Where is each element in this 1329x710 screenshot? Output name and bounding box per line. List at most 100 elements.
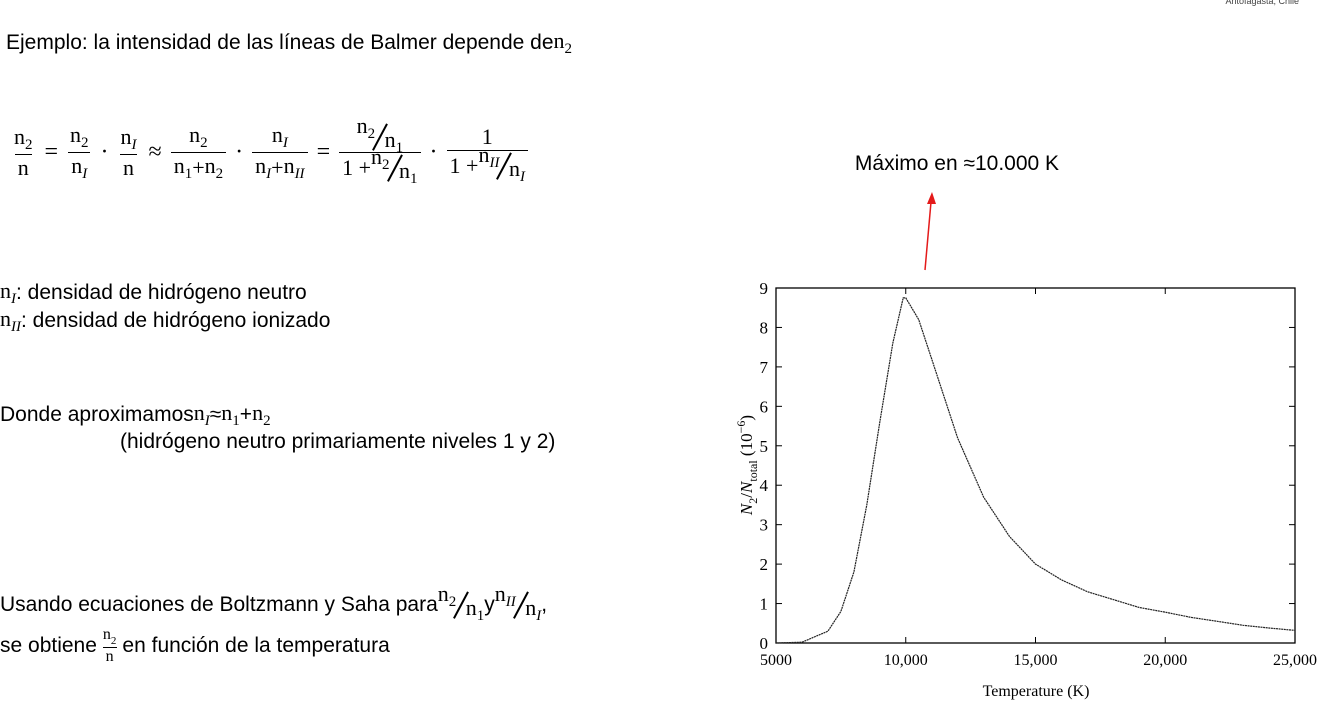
- operator: ·: [100, 139, 109, 165]
- y-tick-label: 0: [760, 634, 769, 653]
- symbol: n1: [465, 595, 485, 624]
- symbol: n2: [205, 153, 224, 183]
- slanted-fraction: n2 n1: [357, 113, 404, 156]
- symbol: n2: [14, 124, 33, 154]
- symbol-subscript: II: [294, 166, 305, 182]
- numerator: n2: [11, 124, 36, 154]
- y-axis-title: N2/Ntotal (10−6): [734, 415, 760, 516]
- text: Ejemplo: la intensidad de las líneas de …: [6, 31, 554, 54]
- conclusion-line: Usando ecuaciones de Boltzmann y Saha pa…: [0, 581, 547, 624]
- symbol-subscript: 1: [395, 140, 404, 156]
- denominator: n: [102, 647, 117, 666]
- symbol-base: n: [0, 278, 11, 303]
- denominator: 1 + nII nI: [446, 142, 528, 185]
- numerator: n2 n1: [354, 113, 407, 156]
- numerator: n2: [67, 122, 92, 152]
- symbol-base: n: [252, 400, 264, 425]
- y-axis-title-part: (10: [737, 433, 756, 460]
- operator: ·: [235, 139, 244, 165]
- symbol: n2: [438, 581, 457, 610]
- symbol: n1: [385, 127, 404, 156]
- symbol: n2: [371, 144, 390, 173]
- slanted-fraction: n2 n1: [438, 581, 485, 624]
- y-tick-label: 5: [760, 437, 769, 456]
- symbol-base: n: [494, 581, 506, 606]
- symbol-base: n: [204, 153, 216, 178]
- denominator: n1: [399, 158, 418, 188]
- denominator: nI: [509, 156, 525, 186]
- symbol-subscript: 2: [263, 413, 271, 429]
- fraction: nI n: [118, 124, 140, 181]
- symbol-subscript: I: [282, 135, 288, 151]
- symbol-base: n: [478, 142, 490, 167]
- y-axis-title-part: 2: [746, 498, 760, 504]
- symbol: nI: [121, 124, 137, 154]
- symbol: nI: [525, 595, 541, 624]
- y-tick-label: 8: [760, 318, 769, 337]
- fraction: n2 n: [100, 626, 120, 666]
- symbol-subscript: 2: [382, 157, 390, 173]
- symbol-base: n: [553, 28, 565, 53]
- symbol-subscript: 2: [448, 594, 457, 610]
- text: n: [123, 155, 135, 180]
- denominator: n1 + n2: [170, 152, 227, 183]
- slanted-fraction: nII nI: [495, 581, 542, 624]
- symbol: n1: [221, 400, 240, 430]
- symbol: nI: [194, 400, 210, 430]
- symbol: nII: [284, 153, 305, 183]
- denominator: 1 + n2 n1: [339, 144, 421, 187]
- symbol-base: n: [102, 626, 111, 643]
- symbol-subscript: II: [489, 155, 500, 171]
- definition-line: nII: densidad de hidrógeno ionizado: [0, 306, 330, 336]
- y-tick-label: 6: [760, 397, 769, 416]
- symbol: n1: [174, 153, 193, 183]
- y-axis-title-part: /: [737, 493, 756, 498]
- symbol-subscript: 2: [110, 635, 117, 647]
- x-tick-label: 15,000: [1014, 652, 1058, 669]
- symbol-base: n: [465, 595, 477, 620]
- fraction: n2 n1 + n2: [170, 122, 227, 183]
- numerator: nI: [118, 124, 140, 154]
- y-tick-label: 7: [760, 358, 769, 377]
- annotation-arrow: [924, 201, 932, 271]
- symbol-base: n: [283, 153, 295, 178]
- symbol: nII: [0, 306, 21, 336]
- numerator: n2: [438, 581, 457, 611]
- example-line: Ejemplo: la intensidad de las líneas de …: [6, 28, 572, 58]
- symbol: nII: [494, 581, 516, 610]
- symbol: nI: [255, 153, 271, 183]
- symbol-base: n: [193, 400, 205, 425]
- text: 1 +: [342, 155, 372, 180]
- x-tick-label: 5000: [760, 652, 792, 669]
- symbol-base: n: [71, 153, 83, 178]
- symbol: n2: [70, 122, 89, 152]
- affiliation: Antofagasta, Chile: [1225, 0, 1299, 6]
- symbol-subscript: II: [505, 594, 516, 610]
- fraction: n2 n: [11, 124, 36, 181]
- symbol-subscript: I: [204, 413, 210, 429]
- annotation: Máximo en ≈10.000 K: [855, 152, 1059, 175]
- formula: n2 n = n2 nI · nI n ≈ n2 n1 + n2 · nI nI + nII = n2 n1 1 …: [8, 113, 531, 187]
- x-tick-label: 20,000: [1143, 652, 1187, 669]
- symbol-base: n: [0, 306, 11, 331]
- operator: ≈: [148, 139, 162, 165]
- y-axis-title-part: total: [746, 460, 760, 482]
- symbol-subscript: 1: [184, 166, 193, 182]
- approximation-line: (hidrógeno neutro primariamente niveles …: [120, 430, 555, 454]
- slanted-fraction: n2 n1: [371, 144, 418, 187]
- plot-frame: [775, 287, 1296, 644]
- y-tick-label: 1: [760, 595, 769, 614]
- definition-line: nI: densidad de hidrógeno neutro: [0, 278, 307, 308]
- annotation-arrowhead: [927, 192, 936, 204]
- numerator: 1: [479, 124, 496, 150]
- y-tick-label: 2: [760, 555, 769, 574]
- symbol-subscript: 2: [564, 41, 573, 57]
- text: : densidad de hidrógeno ionizado: [21, 309, 331, 332]
- symbol-subscript: 1: [476, 608, 485, 624]
- symbol-base: n: [356, 113, 368, 138]
- y-axis-title-part: ): [737, 415, 756, 421]
- denominator: nI + nII: [252, 152, 308, 183]
- denominator: n1: [385, 127, 404, 157]
